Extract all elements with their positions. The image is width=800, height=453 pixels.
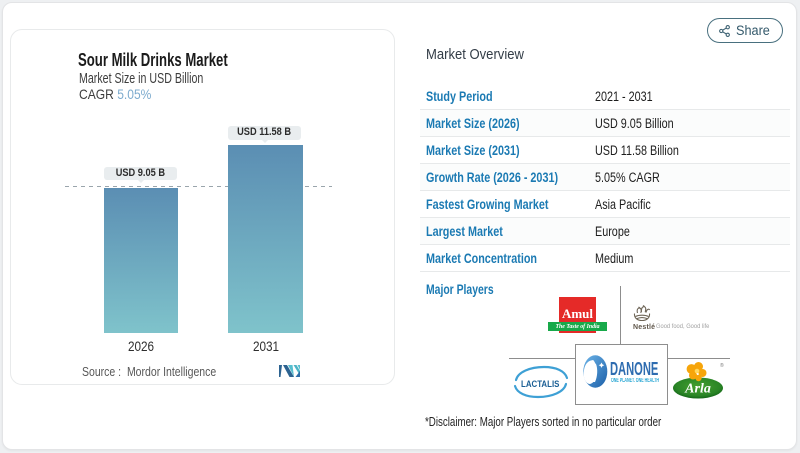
svg-text:®: ® xyxy=(720,362,724,369)
svg-text:Arla: Arla xyxy=(684,382,711,397)
